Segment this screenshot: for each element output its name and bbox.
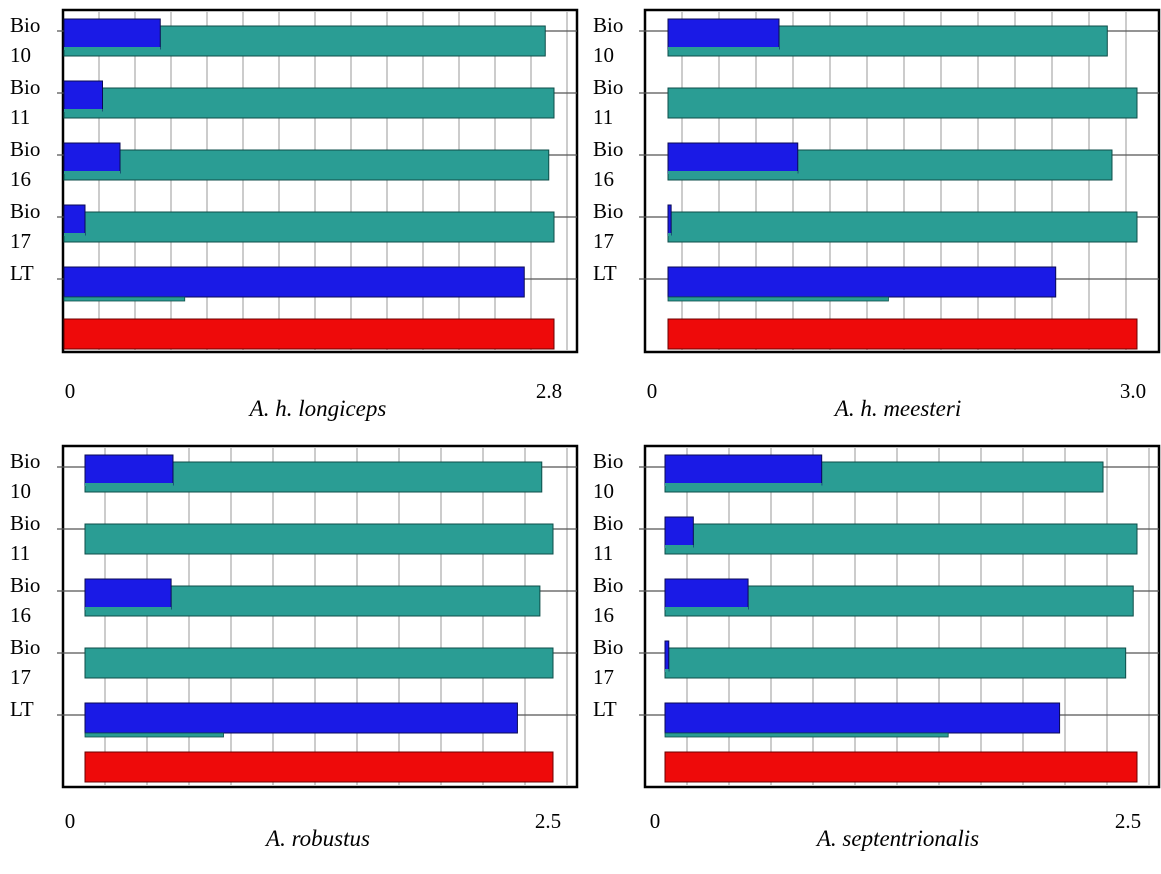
bar-without-variable-edge bbox=[668, 171, 798, 174]
x-tick-label-min: 0 bbox=[647, 379, 658, 403]
bar-without-variable bbox=[667, 296, 889, 302]
bar-without-variable bbox=[667, 87, 1138, 119]
bar-all-variables bbox=[667, 318, 1138, 350]
bar-without-variable-edge bbox=[668, 47, 779, 50]
bar-with-only-variable bbox=[84, 702, 518, 734]
jackknife-panel-2: Bio 10 Bio 11 Bio 16 Bio 17 LT 0 3.0 A. h. meesteri bbox=[593, 8, 1161, 421]
category-label: LT bbox=[10, 697, 34, 721]
bar-without-variable-edge bbox=[85, 607, 172, 610]
bar-without-variable-edge bbox=[64, 47, 161, 50]
x-tick-label-max: 2.5 bbox=[1115, 809, 1141, 833]
bar-all-variables bbox=[664, 751, 1138, 783]
bar-without-variable bbox=[63, 87, 555, 119]
chart-title: A. h. meesteri bbox=[833, 396, 961, 421]
bar-without-variable-edge bbox=[665, 607, 749, 610]
bar-without-variable-edge bbox=[64, 171, 120, 174]
x-tick-label-max: 2.8 bbox=[536, 379, 562, 403]
bar-with-only-variable bbox=[63, 80, 103, 112]
bar-with-only-variable bbox=[664, 640, 670, 672]
bar-without-variable-edge bbox=[64, 109, 103, 112]
jackknife-panel-1: Bio 10 Bio 11 Bio 16 Bio 17 LT 0 2.8 A. h. longicep… bbox=[10, 8, 579, 421]
category-label: Bio 16 bbox=[593, 137, 623, 191]
bar-without-variable-edge bbox=[668, 233, 672, 236]
jackknife-panel-4: Bio 10 Bio 11 Bio 16 Bio 17 LT 0 2.5 A. septentrion… bbox=[593, 444, 1161, 851]
bar-with-only-variable bbox=[84, 578, 172, 610]
bar-with-only-variable bbox=[664, 516, 694, 548]
bar-with-only-variable bbox=[664, 454, 823, 486]
bar-all-variables bbox=[84, 751, 554, 783]
bar-with-only-variable bbox=[667, 204, 672, 236]
category-label: LT bbox=[10, 261, 34, 285]
bar-without-variable bbox=[84, 523, 554, 555]
category-label: Bio 11 bbox=[10, 75, 40, 129]
x-tick-label-max: 3.0 bbox=[1120, 379, 1146, 403]
category-label: Bio 17 bbox=[10, 635, 40, 689]
category-label: Bio 16 bbox=[593, 573, 623, 627]
category-label: Bio 17 bbox=[10, 199, 40, 253]
chart-title: A. septentrionalis bbox=[815, 826, 979, 851]
category-label: Bio 10 bbox=[593, 449, 623, 503]
bar-without-variable bbox=[63, 149, 550, 181]
bar-with-only-variable bbox=[664, 702, 1061, 734]
bar-with-only-variable bbox=[63, 18, 161, 50]
bar-without-variable-edge bbox=[64, 233, 85, 236]
bar-all-variables bbox=[63, 318, 555, 350]
chart-title: A. h. longiceps bbox=[248, 396, 387, 421]
category-label: LT bbox=[593, 697, 617, 721]
category-label: Bio 16 bbox=[10, 573, 40, 627]
bar-with-only-variable bbox=[63, 266, 525, 298]
bar-without-variable bbox=[84, 732, 224, 738]
x-tick-label-max: 2.5 bbox=[535, 809, 561, 833]
bar-without-variable-edge bbox=[85, 483, 173, 486]
x-tick-label-min: 0 bbox=[650, 809, 661, 833]
bar-without-variable bbox=[84, 461, 543, 493]
x-tick-label-min: 0 bbox=[65, 809, 76, 833]
bar-without-variable bbox=[664, 523, 1138, 555]
bar-without-variable bbox=[664, 647, 1127, 679]
bar-without-variable bbox=[84, 647, 554, 679]
bar-without-variable-edge bbox=[665, 545, 694, 548]
chart-title: A. robustus bbox=[264, 826, 370, 851]
bar-with-only-variable bbox=[667, 18, 780, 50]
category-label: Bio 10 bbox=[10, 449, 40, 503]
x-tick-label-min: 0 bbox=[65, 379, 76, 403]
bar-without-variable bbox=[664, 732, 949, 738]
category-label: Bio 11 bbox=[593, 511, 623, 565]
category-label: Bio 10 bbox=[593, 13, 623, 67]
category-label: Bio 11 bbox=[593, 75, 623, 129]
category-label: Bio 16 bbox=[10, 137, 40, 191]
category-label: Bio 17 bbox=[593, 199, 623, 253]
bar-with-only-variable bbox=[664, 578, 749, 610]
bar-with-only-variable bbox=[84, 454, 174, 486]
bar-with-only-variable bbox=[63, 142, 121, 174]
bar-without-variable bbox=[667, 211, 1138, 243]
bar-with-only-variable bbox=[667, 266, 1057, 298]
category-label: Bio 11 bbox=[10, 511, 40, 565]
category-label: Bio 10 bbox=[10, 13, 40, 67]
bar-without-variable-edge bbox=[665, 483, 822, 486]
category-label: LT bbox=[593, 261, 617, 285]
bar-with-only-variable bbox=[63, 204, 86, 236]
category-label: Bio 17 bbox=[593, 635, 623, 689]
bar-without-variable bbox=[63, 296, 186, 302]
jackknife-panel-3: Bio 10 Bio 11 Bio 16 Bio 17 LT 0 2.5 A. robustus bbox=[10, 444, 579, 851]
bar-without-variable-edge bbox=[665, 669, 669, 672]
bar-without-variable bbox=[63, 211, 555, 243]
bar-with-only-variable bbox=[667, 142, 799, 174]
